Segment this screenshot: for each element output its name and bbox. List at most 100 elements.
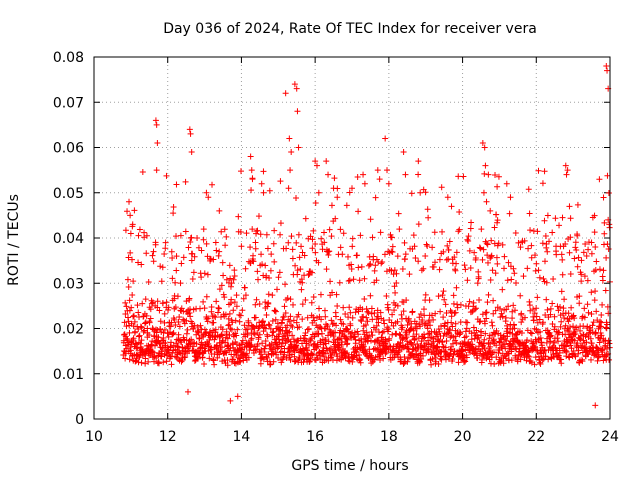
data-point: [122, 299, 129, 306]
data-point: [483, 309, 490, 316]
data-point: [533, 313, 540, 320]
data-point: [333, 291, 340, 298]
data-point: [515, 239, 522, 246]
data-point: [428, 361, 435, 368]
data-point: [464, 319, 471, 326]
data-point: [286, 135, 293, 142]
data-point: [195, 244, 202, 251]
data-point: [561, 296, 568, 303]
data-point: [250, 323, 257, 330]
data-point: [503, 180, 510, 187]
data-point: [383, 292, 390, 299]
data-point: [289, 246, 296, 253]
data-point: [301, 351, 308, 358]
data-point: [474, 355, 481, 362]
data-point: [385, 326, 392, 333]
data-point: [347, 309, 354, 316]
data-point: [237, 228, 244, 235]
data-point: [420, 335, 427, 342]
data-point: [180, 254, 187, 261]
data-point: [467, 225, 474, 232]
data-point: [400, 308, 407, 315]
data-point: [482, 330, 489, 337]
data-point: [185, 244, 192, 251]
data-point: [503, 306, 510, 313]
data-point: [231, 299, 238, 306]
data-point: [420, 346, 427, 353]
data-point: [480, 189, 487, 196]
data-point: [150, 248, 157, 255]
data-point: [277, 324, 284, 331]
data-point: [235, 213, 242, 220]
data-point: [163, 299, 170, 306]
data-point: [468, 219, 475, 226]
data-point: [218, 228, 225, 235]
data-point: [322, 313, 329, 320]
data-point: [409, 342, 416, 349]
data-point: [275, 344, 282, 351]
data-point: [253, 296, 260, 303]
data-point: [541, 168, 548, 175]
data-point: [525, 352, 532, 359]
data-point: [535, 267, 542, 274]
data-point: [428, 312, 435, 319]
data-point: [140, 328, 147, 335]
data-point: [440, 343, 447, 350]
data-point: [254, 268, 261, 275]
data-point: [212, 326, 219, 333]
data-point: [410, 327, 417, 334]
data-point: [223, 276, 230, 283]
data-point: [126, 329, 133, 336]
data-point: [487, 343, 494, 350]
data-point: [190, 325, 197, 332]
data-point: [391, 307, 398, 314]
data-point: [298, 286, 305, 293]
data-point: [365, 309, 372, 316]
data-point: [485, 171, 492, 178]
data-point: [581, 314, 588, 321]
data-point: [135, 259, 142, 266]
data-point: [494, 260, 501, 267]
data-point: [302, 215, 309, 222]
data-point: [518, 310, 525, 317]
data-point: [295, 231, 302, 238]
data-point: [200, 298, 207, 305]
data-point: [531, 252, 538, 259]
data-point: [274, 286, 281, 293]
data-point: [350, 276, 357, 283]
data-point: [329, 321, 336, 328]
data-point: [424, 345, 431, 352]
data-point: [176, 313, 183, 320]
data-point: [337, 316, 344, 323]
data-point: [168, 339, 175, 346]
data-point: [360, 343, 367, 350]
data-point: [300, 345, 307, 352]
data-point: [179, 344, 186, 351]
data-point: [186, 348, 193, 355]
data-point: [154, 304, 161, 311]
y-tick-label: 0.04: [53, 231, 84, 247]
data-point: [541, 258, 548, 265]
data-point: [187, 306, 194, 313]
data-point: [326, 248, 333, 255]
data-point: [491, 224, 498, 231]
data-point: [306, 359, 313, 366]
data-point: [251, 343, 258, 350]
data-point: [557, 323, 564, 330]
data-point: [584, 301, 591, 308]
data-point: [486, 335, 493, 342]
data-point: [468, 336, 475, 343]
data-point: [417, 310, 424, 317]
data-point: [562, 240, 569, 247]
data-point: [217, 313, 224, 320]
data-point: [177, 280, 184, 287]
data-point: [225, 322, 232, 329]
data-point: [461, 334, 468, 341]
data-point: [588, 340, 595, 347]
data-point: [372, 262, 379, 269]
data-point: [498, 310, 505, 317]
data-point: [268, 251, 275, 258]
data-point: [208, 344, 215, 351]
data-point: [345, 357, 352, 364]
data-point: [521, 237, 528, 244]
